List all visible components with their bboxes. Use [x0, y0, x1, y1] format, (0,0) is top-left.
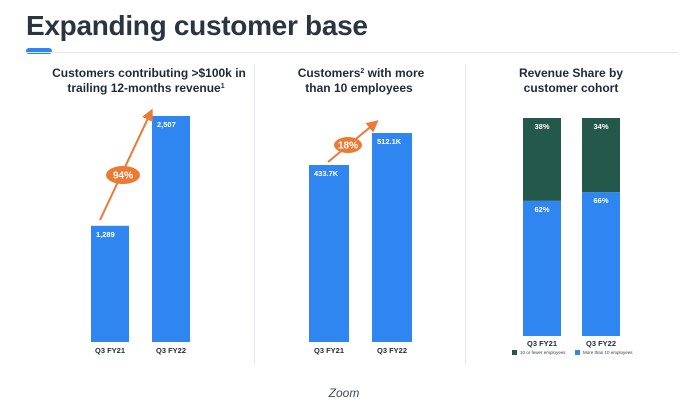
chart-panel-customers-10-employees: Customers2 with more than 10 employees 4… — [298, 66, 425, 355]
legend-swatch-10-or-fewer — [512, 350, 517, 355]
chart2-title-line-2: than 10 employees — [305, 81, 413, 95]
chart3-segment-label-10-or-fewer-2: 34% — [593, 122, 608, 131]
chart1-title-line-1: Customers contributing >$100k in — [52, 66, 246, 80]
chart2-category-q3fy22: Q3 FY22 — [377, 346, 407, 355]
chart1-bar-value-2: 2,507 — [157, 120, 176, 129]
slide-title: Expanding customer base — [26, 10, 368, 41]
chart2-growth-badge — [334, 137, 362, 153]
legend-swatch-more-than-10 — [575, 350, 580, 355]
legend-label-10-or-fewer: 10 or fewer employees — [520, 350, 566, 355]
legend-label-more-than-10: More than 10 employees — [583, 350, 633, 355]
chart2-growth-label: 18% — [338, 141, 358, 152]
chart2-title-line-1: Customers2 with more — [298, 66, 425, 80]
title-rule — [26, 52, 678, 53]
footer-caption: Zoom — [328, 386, 360, 400]
chart2-bar-value-1: 433.7K — [314, 169, 339, 178]
chart1-growth-badge — [106, 166, 140, 184]
chart2-bar-1 — [309, 164, 349, 342]
chart3-segment-10-or-fewer-1 — [523, 118, 561, 201]
chart2-category-q3fy21: Q3 FY21 — [314, 346, 344, 355]
chart-panel-100k-customers: Customers contributing >$100k in trailin… — [52, 66, 246, 355]
chart-panel-revenue-share: Revenue Share by customer cohort 62% 38% 6… — [512, 66, 633, 355]
chart3-category-q3fy22: Q3 FY22 — [586, 339, 616, 348]
chart3-title-line-2: customer cohort — [524, 81, 619, 95]
title-accent — [26, 48, 52, 54]
chart1-category-q3fy22: Q3 FY22 — [156, 346, 186, 355]
chart3-segment-label-10-or-fewer-1: 38% — [534, 122, 549, 131]
chart3-segment-label-more-than-10-2: 66% — [593, 196, 608, 205]
chart1-bar-value-1: 1,289 — [96, 230, 115, 239]
panel-divider-2 — [465, 64, 466, 364]
chart1-title-line-2: trailing 12-months revenue1 — [67, 81, 224, 95]
chart3-category-q3fy21: Q3 FY21 — [527, 339, 557, 348]
chart3-segment-more-than-10-2 — [582, 192, 620, 336]
chart3-segment-more-than-10-1 — [523, 200, 561, 336]
chart2-bar-value-2: 512.1K — [377, 137, 402, 146]
chart1-growth-label: 94% — [113, 171, 133, 182]
chart3-segment-label-more-than-10-1: 62% — [534, 205, 549, 214]
chart3-title-line-1: Revenue Share by — [519, 66, 623, 80]
chart2-bar-2 — [372, 133, 412, 342]
chart1-bar-1 — [91, 225, 129, 342]
chart1-category-q3fy21: Q3 FY21 — [95, 346, 125, 355]
chart3-segment-10-or-fewer-2 — [582, 118, 620, 193]
panel-divider-1 — [254, 64, 255, 364]
chart1-bar-2 — [152, 116, 190, 342]
